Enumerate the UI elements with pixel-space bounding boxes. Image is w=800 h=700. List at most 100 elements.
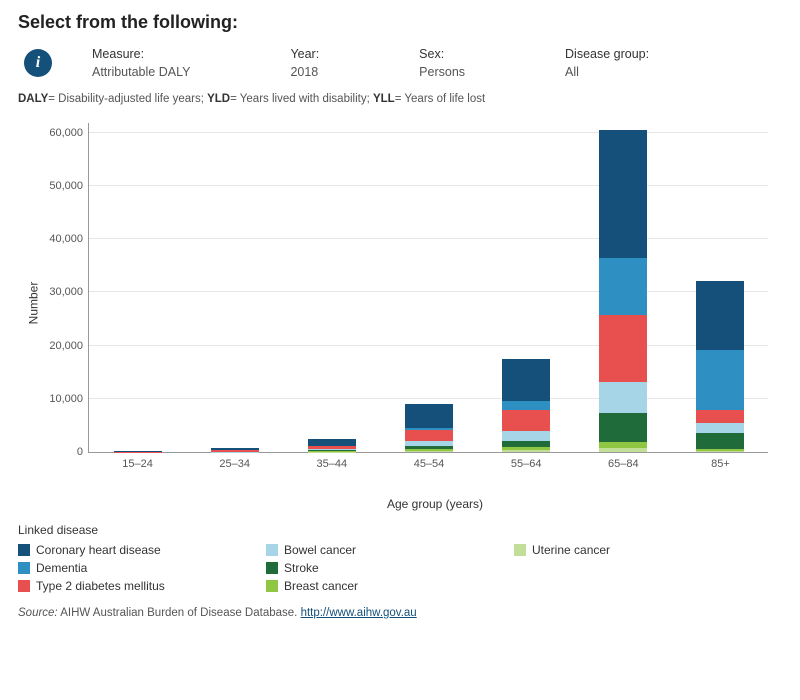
bar-segment bbox=[502, 450, 550, 452]
legend-item: Uterine cancer bbox=[514, 543, 754, 557]
legend-item bbox=[514, 579, 754, 593]
bar-segment bbox=[211, 450, 259, 451]
legend-swatch bbox=[266, 544, 278, 556]
filter-diseasegroup[interactable]: Disease group: All bbox=[565, 47, 649, 79]
gridline bbox=[89, 185, 768, 186]
bar-segment bbox=[405, 449, 453, 451]
bar-segment bbox=[405, 441, 453, 446]
gridline bbox=[89, 291, 768, 292]
bar-segment bbox=[405, 404, 453, 428]
x-tick-label: 85+ bbox=[711, 458, 730, 470]
gridline bbox=[89, 132, 768, 133]
filter-sex[interactable]: Sex: Persons bbox=[419, 47, 465, 79]
bar-segment bbox=[599, 382, 647, 413]
source-line: Source: AIHW Australian Burden of Diseas… bbox=[18, 607, 782, 619]
bar-segment bbox=[502, 447, 550, 450]
bar-segment bbox=[599, 130, 647, 258]
bar-segment bbox=[502, 410, 550, 431]
bar-segment bbox=[308, 451, 356, 452]
legend-label: Uterine cancer bbox=[532, 543, 610, 557]
y-tick-label: 0 bbox=[77, 446, 83, 458]
bar-segment bbox=[405, 451, 453, 452]
bar-segment bbox=[502, 359, 550, 402]
bar-segment bbox=[308, 449, 356, 450]
bar-segment bbox=[599, 315, 647, 382]
filter-label: Year: bbox=[290, 47, 319, 61]
legend-label: Breast cancer bbox=[284, 579, 358, 593]
bar-segment bbox=[405, 428, 453, 430]
legend-item bbox=[514, 561, 754, 575]
filter-label: Disease group: bbox=[565, 47, 649, 61]
y-tick-label: 50,000 bbox=[49, 180, 83, 192]
definitions-text: DALY= Disability-adjusted life years; YL… bbox=[18, 93, 782, 105]
y-tick-label: 60,000 bbox=[49, 127, 83, 139]
bar-segment bbox=[599, 258, 647, 315]
filter-label: Measure: bbox=[92, 47, 190, 61]
page-title: Select from the following: bbox=[18, 12, 782, 33]
info-icon[interactable]: i bbox=[24, 49, 52, 77]
legend-item: Breast cancer bbox=[266, 579, 506, 593]
bar-segment bbox=[599, 448, 647, 452]
legend-label: Bowel cancer bbox=[284, 543, 356, 557]
gridline bbox=[89, 238, 768, 239]
y-tick-label: 20,000 bbox=[49, 340, 83, 352]
legend-swatch bbox=[266, 580, 278, 592]
bar-segment bbox=[599, 442, 647, 448]
bar-segment bbox=[696, 451, 744, 452]
bar-segment bbox=[114, 451, 162, 452]
filter-bar: i Measure: Attributable DALY Year: 2018 Sex:… bbox=[18, 47, 782, 79]
bar-segment bbox=[696, 281, 744, 350]
chart: Number 010,00020,00030,00040,00050,00060… bbox=[18, 113, 778, 493]
filter-measure[interactable]: Measure: Attributable DALY bbox=[92, 47, 190, 79]
y-axis-label: Number bbox=[26, 282, 40, 325]
x-tick-label: 35–44 bbox=[317, 458, 348, 470]
bar-segment bbox=[211, 448, 259, 450]
legend-title: Linked disease bbox=[18, 523, 782, 537]
legend: Coronary heart disease Bowel cancer Uterin… bbox=[18, 543, 782, 593]
legend-item: Stroke bbox=[266, 561, 506, 575]
y-tick-label: 30,000 bbox=[49, 286, 83, 298]
legend-label: Dementia bbox=[36, 561, 87, 575]
bar-segment bbox=[405, 430, 453, 441]
x-axis-label: Age group (years) bbox=[18, 497, 782, 511]
legend-item: Bowel cancer bbox=[266, 543, 506, 557]
x-tick-label: 65–84 bbox=[608, 458, 639, 470]
legend-swatch bbox=[18, 580, 30, 592]
legend-swatch bbox=[514, 544, 526, 556]
plot-area: 010,00020,00030,00040,00050,00060,00015–… bbox=[88, 123, 768, 453]
bar-segment bbox=[405, 446, 453, 449]
gridline bbox=[89, 398, 768, 399]
bar-segment bbox=[308, 439, 356, 446]
x-tick-label: 55–64 bbox=[511, 458, 542, 470]
bar-segment bbox=[696, 350, 744, 410]
y-tick-label: 10,000 bbox=[49, 393, 83, 405]
x-tick-label: 45–54 bbox=[414, 458, 445, 470]
filter-value: 2018 bbox=[290, 65, 319, 79]
legend-label: Stroke bbox=[284, 561, 319, 575]
gridline bbox=[89, 345, 768, 346]
filter-year[interactable]: Year: 2018 bbox=[290, 47, 319, 79]
bar-segment bbox=[308, 446, 356, 449]
bar-segment bbox=[696, 449, 744, 451]
legend-label: Type 2 diabetes mellitus bbox=[36, 579, 165, 593]
filter-label: Sex: bbox=[419, 47, 465, 61]
legend-item: Coronary heart disease bbox=[18, 543, 258, 557]
legend-swatch bbox=[18, 562, 30, 574]
legend-item: Type 2 diabetes mellitus bbox=[18, 579, 258, 593]
bar-segment bbox=[308, 450, 356, 451]
filter-value: All bbox=[565, 65, 649, 79]
filter-value: Persons bbox=[419, 65, 465, 79]
legend-swatch bbox=[266, 562, 278, 574]
x-tick-label: 15–24 bbox=[122, 458, 153, 470]
filter-value: Attributable DALY bbox=[92, 65, 190, 79]
bar-segment bbox=[502, 441, 550, 447]
bar-segment bbox=[502, 431, 550, 441]
bar-segment bbox=[696, 410, 744, 423]
source-link[interactable]: http://www.aihw.gov.au bbox=[301, 607, 417, 619]
bar-segment bbox=[696, 423, 744, 433]
bar-segment bbox=[696, 433, 744, 449]
bar-segment bbox=[502, 401, 550, 410]
legend-swatch bbox=[18, 544, 30, 556]
x-tick-label: 25–34 bbox=[219, 458, 250, 470]
y-tick-label: 40,000 bbox=[49, 233, 83, 245]
